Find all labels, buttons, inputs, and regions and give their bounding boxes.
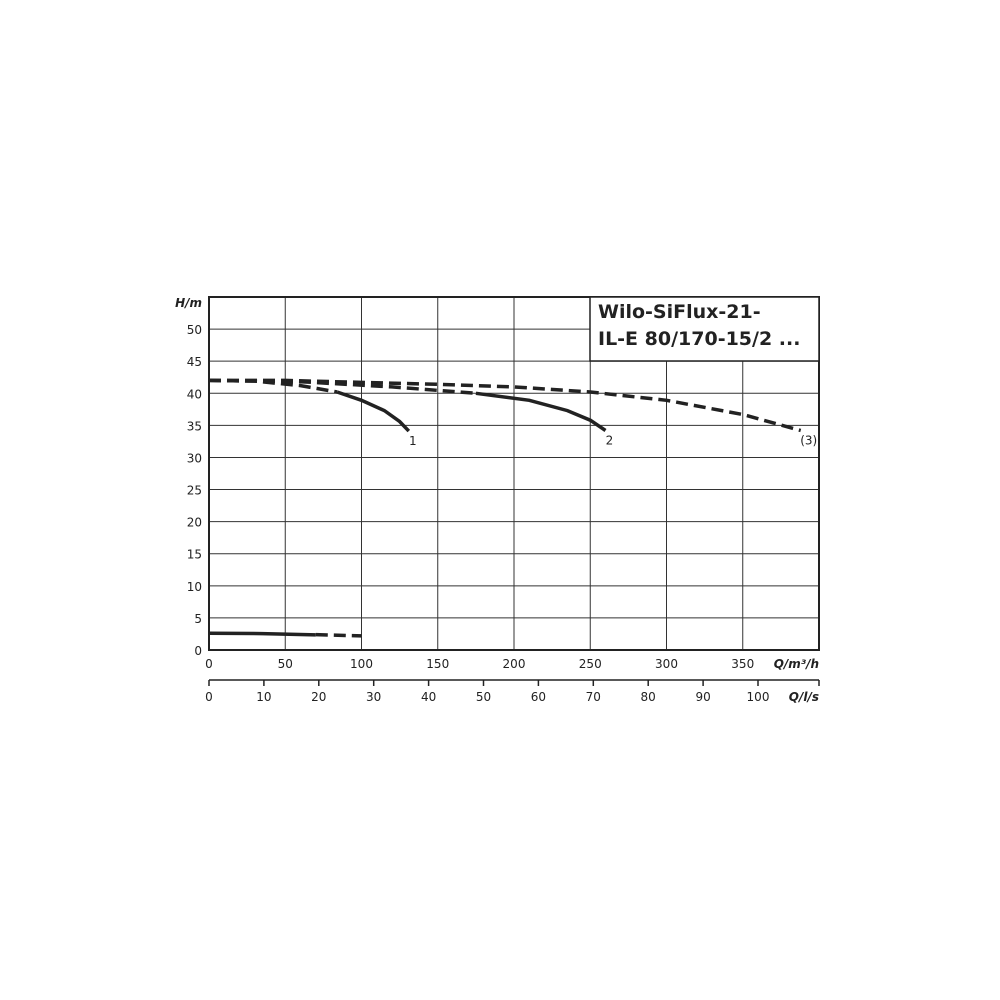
curve-label: 2 bbox=[606, 433, 614, 447]
x2-tick-label: 50 bbox=[476, 690, 491, 704]
chart-title-line: IL-E 80/170-15/2 ... bbox=[598, 328, 800, 350]
x2-axis-label: Q/l/s bbox=[789, 690, 819, 704]
y-tick-label: 20 bbox=[187, 516, 202, 530]
x2-tick-label: 10 bbox=[256, 690, 271, 704]
y-tick-label: 35 bbox=[187, 419, 202, 433]
x2-tick-label: 90 bbox=[695, 690, 710, 704]
title-box bbox=[589, 296, 820, 362]
curve-dashed-4 bbox=[315, 632, 362, 638]
x-tick-label: 0 bbox=[205, 657, 213, 671]
y-axis-label: H/m bbox=[175, 296, 202, 310]
x2-tick-label: 100 bbox=[747, 690, 770, 704]
x-tick-label: 150 bbox=[426, 657, 449, 671]
x-tick-label: 200 bbox=[503, 657, 526, 671]
y-tick-label: 30 bbox=[187, 451, 202, 465]
x2-tick-label: 60 bbox=[531, 690, 546, 704]
plot-frame bbox=[208, 296, 820, 651]
curve-solid-1 bbox=[336, 390, 411, 433]
x-tick-label: 250 bbox=[579, 657, 602, 671]
x2-tick-label: 80 bbox=[641, 690, 656, 704]
y-tick-label: 40 bbox=[187, 387, 202, 401]
chart-title-line: Wilo-SiFlux-21- bbox=[598, 301, 761, 323]
x-tick-label: 50 bbox=[278, 657, 293, 671]
x2-tick-label: 30 bbox=[366, 690, 381, 704]
y-tick-label: 25 bbox=[187, 484, 202, 498]
x-tick-label: 350 bbox=[731, 657, 754, 671]
curve-label: (3) bbox=[800, 433, 817, 447]
curve-dashed-3 bbox=[209, 378, 802, 433]
y-tick-label: 15 bbox=[187, 548, 202, 562]
x2-tick-label: 70 bbox=[586, 690, 601, 704]
x2-tick-label: 0 bbox=[205, 690, 213, 704]
x-axis-label: Q/m³/h bbox=[774, 657, 819, 671]
curve-solid-4 bbox=[208, 631, 316, 637]
curve-label: 1 bbox=[409, 434, 417, 448]
y-tick-label: 5 bbox=[194, 612, 202, 626]
x-tick-label: 300 bbox=[655, 657, 678, 671]
y-tick-label: 45 bbox=[187, 355, 202, 369]
y-tick-label: 0 bbox=[194, 644, 202, 658]
x2-tick-label: 40 bbox=[421, 690, 436, 704]
curve-solid-2 bbox=[475, 391, 607, 432]
x2-tick-label: 20 bbox=[311, 690, 326, 704]
y-tick-label: 50 bbox=[187, 323, 202, 337]
x-tick-label: 100 bbox=[350, 657, 373, 671]
y-tick-label: 10 bbox=[187, 580, 202, 594]
